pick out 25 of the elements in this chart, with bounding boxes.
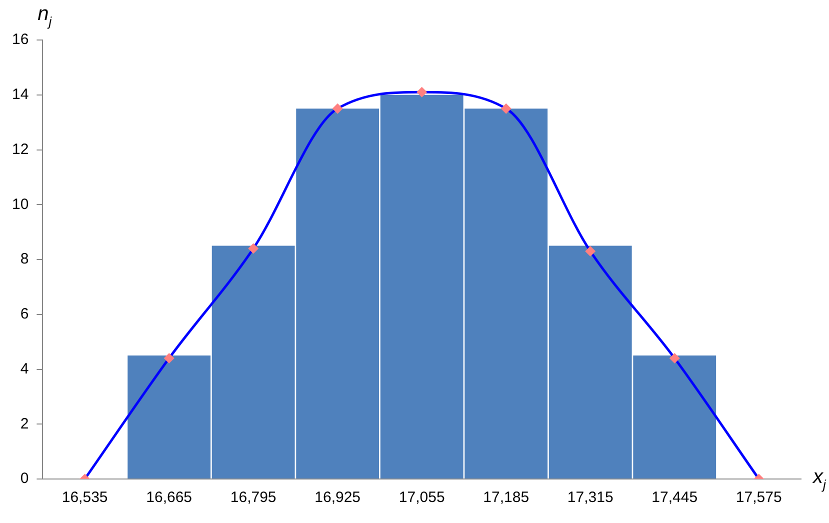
y-tick-label: 6	[20, 306, 29, 323]
x-tick-label: 17,055	[398, 489, 445, 506]
point	[248, 244, 258, 254]
point	[417, 87, 427, 97]
point	[670, 354, 680, 364]
point	[586, 246, 596, 256]
x-tick-label: 17,575	[736, 489, 782, 506]
point	[164, 354, 174, 364]
y-tick-label: 10	[12, 196, 29, 213]
x-tick-label: 17,445	[652, 489, 698, 506]
x-tick-label: 17,185	[483, 489, 530, 506]
x-tick-label: 16,795	[230, 489, 276, 506]
y-tick-label: 2	[20, 415, 29, 432]
x-tick-label: 16,665	[146, 489, 192, 506]
x-tick-label: 16,535	[62, 489, 108, 506]
y-tick-label: 14	[12, 86, 29, 104]
y-tick-label: 16	[12, 31, 29, 48]
x-tick-label: 16,925	[314, 489, 361, 506]
point	[501, 104, 511, 114]
point	[332, 104, 342, 114]
y-tick-label: 8	[20, 250, 29, 268]
x-tick-label: 17,315	[567, 489, 614, 506]
y-tick-label: 4	[20, 360, 29, 378]
y-tick-label: 12	[12, 140, 29, 158]
y-tick-label: 0	[20, 470, 29, 488]
